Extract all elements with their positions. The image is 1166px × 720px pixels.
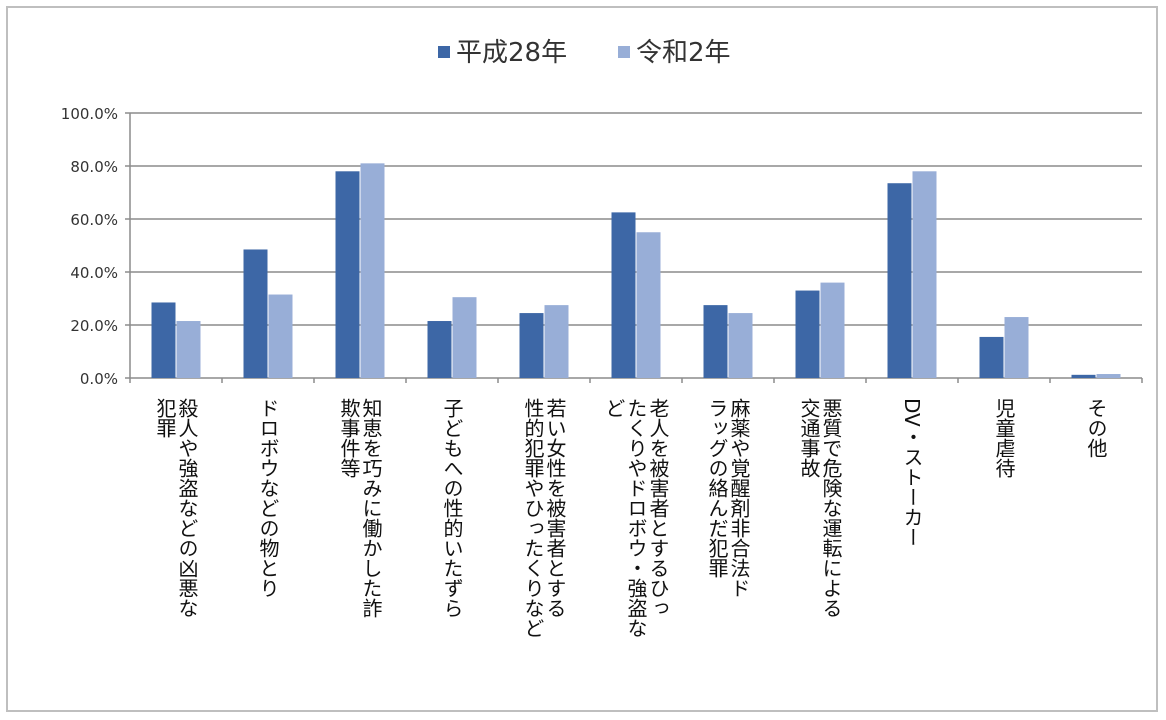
category-label-7-line-0: 悪質で危険な運転による: [819, 398, 843, 618]
y-tick-labels: 0.0% 20.0% 40.0% 60.0% 80.0% 100.0%: [61, 105, 118, 388]
category-label-0-line-0: 殺人や強盗などの凶悪な: [175, 398, 199, 618]
category-label-3-line-0: 子どもへの性的いたずら: [440, 398, 464, 618]
bars: [152, 163, 1121, 378]
legend-swatch-1: [618, 46, 630, 58]
bar-s1-c1: [269, 295, 293, 378]
bar-s1-c3: [453, 297, 477, 378]
bar-s1-c0: [177, 321, 201, 378]
legend-label-0: 平成28年: [456, 38, 567, 68]
category-label-5-line-1: たくりやドロボウ・強盗な: [624, 398, 648, 638]
bar-s0-c4: [520, 313, 544, 378]
y-tick-label-2: 40.0%: [70, 264, 118, 282]
category-label-1-line-0: ドロボウなどの物とり: [256, 398, 280, 598]
y-tick-label-0: 0.0%: [80, 370, 118, 388]
bar-s1-c6: [729, 313, 753, 378]
bar-s1-c4: [545, 305, 569, 378]
category-label-6-line-1: ラッグの絡んだ犯罪: [705, 398, 729, 578]
bar-s1-c7: [821, 283, 845, 378]
bar-s0-c9: [980, 337, 1004, 378]
gridlines: [130, 113, 1142, 325]
bar-s1-c10: [1097, 374, 1121, 378]
category-label-7-line-1: 交通事故: [797, 398, 821, 478]
bar-s0-c7: [796, 291, 820, 378]
legend-swatch-0: [438, 46, 450, 58]
category-label-5-line-0: 老人を被害者とするひっ: [646, 398, 670, 618]
bar-s0-c1: [244, 249, 268, 378]
category-label-0-line-1: 犯罪: [153, 398, 177, 438]
bar-s1-c5: [637, 232, 661, 378]
bar-s0-c2: [336, 171, 360, 378]
bar-s0-c8: [888, 183, 912, 378]
bar-s0-c10: [1072, 375, 1096, 378]
category-label-2-line-1: 欺事件等: [337, 398, 361, 478]
legend: 平成28年 令和2年: [438, 38, 731, 68]
bar-s0-c5: [612, 212, 636, 378]
bar-s1-c2: [361, 163, 385, 378]
y-tick-label-4: 80.0%: [70, 158, 118, 176]
category-label-9-line-0: 児童虐待: [992, 398, 1016, 478]
category-label-6-line-0: 麻薬や覚醒剤非合法ド: [727, 398, 751, 598]
category-label-4-line-1: 性的犯罪やひったくりなど: [521, 398, 545, 638]
category-label-8-line-0: DV・ストーカー: [900, 398, 924, 547]
y-tick-label-3: 60.0%: [70, 211, 118, 229]
bar-s0-c3: [428, 321, 452, 378]
bar-s1-c8: [913, 171, 937, 378]
y-tick-label-1: 20.0%: [70, 317, 118, 335]
y-tick-label-5: 100.0%: [61, 105, 118, 123]
category-label-10-line-0: その他: [1084, 398, 1108, 458]
bar-s0-c6: [704, 305, 728, 378]
category-label-5-line-2: ど: [602, 398, 626, 418]
legend-label-1: 令和2年: [636, 38, 731, 68]
bar-s0-c0: [152, 302, 176, 378]
category-label-4-line-0: 若い女性を被害者とする: [543, 398, 567, 618]
category-label-2-line-0: 知恵を巧みに働かした詐: [359, 398, 383, 618]
bar-s1-c9: [1005, 317, 1029, 378]
